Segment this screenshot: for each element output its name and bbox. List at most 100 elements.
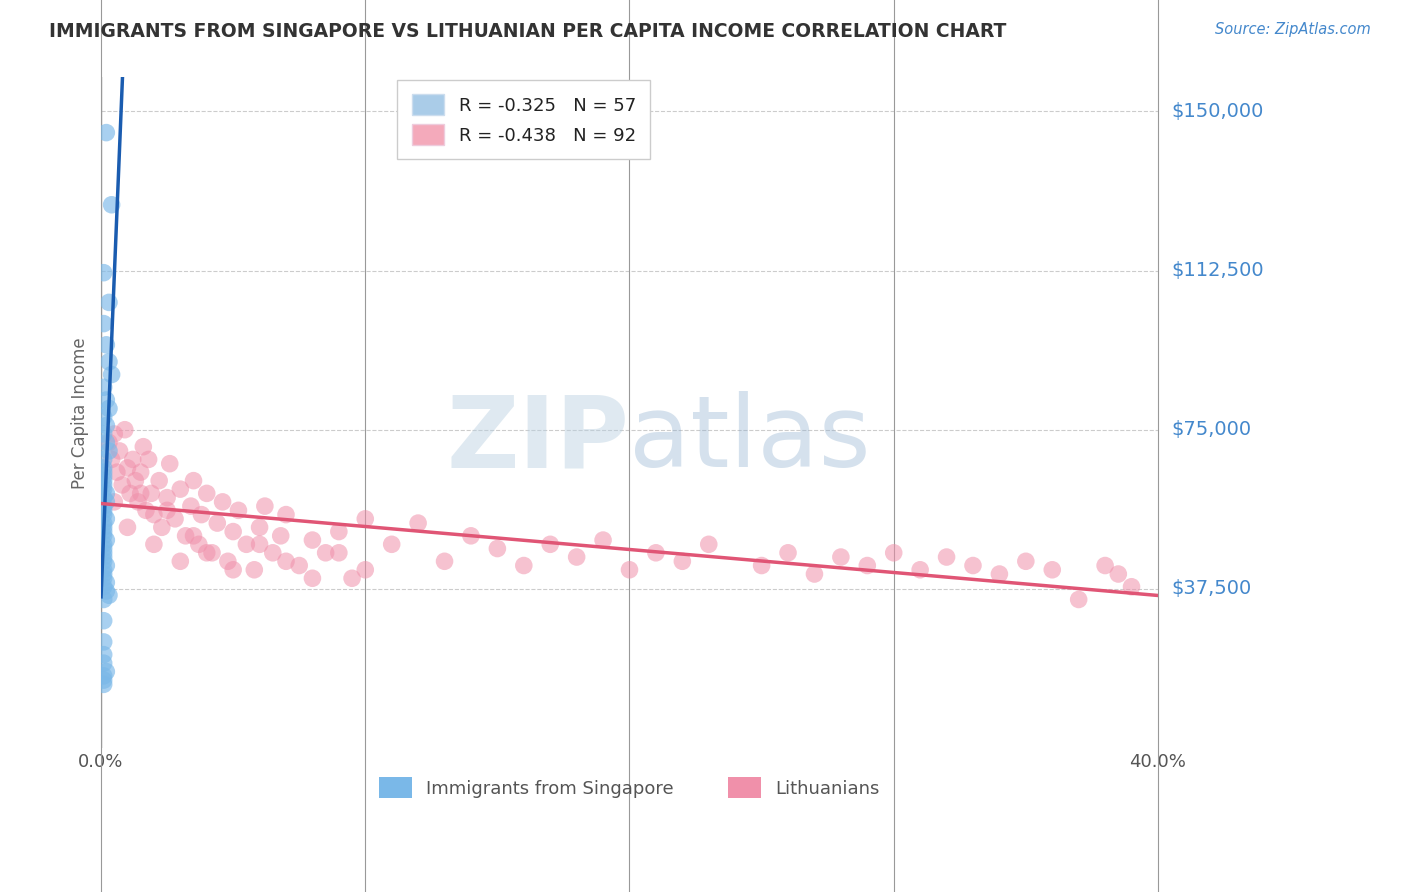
Point [697,537,720,551]
Point [135,503,157,517]
Text: $75,000: $75,000 [1171,420,1251,439]
Point [354,512,377,526]
Point [150,520,173,534]
Point [751,558,773,573]
Point [93,508,115,522]
Point [288,558,311,573]
Point [93,549,115,564]
Text: $112,500: $112,500 [1171,261,1264,280]
Legend: Immigrants from Singapore, Lithuanians: Immigrants from Singapore, Lithuanians [366,763,894,813]
Point [1094,558,1116,573]
Point [98,588,121,602]
Point [96,418,118,433]
Point [96,338,118,352]
Point [460,529,482,543]
Point [93,571,115,585]
Point [93,266,115,280]
Point [222,563,245,577]
Point [98,401,121,416]
Point [93,409,115,424]
Point [93,580,115,594]
Point [93,465,115,479]
Point [93,474,115,488]
Point [328,546,350,560]
Point [117,520,139,534]
Point [148,474,170,488]
Text: IMMIGRANTS FROM SINGAPORE VS LITHUANIAN PER CAPITA INCOME CORRELATION CHART: IMMIGRANTS FROM SINGAPORE VS LITHUANIAN … [49,22,1007,41]
Point [93,563,115,577]
Point [96,126,118,140]
Point [142,508,165,522]
Point [169,482,191,496]
Y-axis label: Per Capita Income: Per Capita Income [72,337,89,489]
Point [235,537,257,551]
Point [190,508,212,522]
Point [98,444,121,458]
Point [249,520,271,534]
Point [96,575,118,590]
Point [93,669,115,683]
Point [96,392,118,407]
Point [129,465,152,479]
Point [433,554,456,568]
Point [262,546,284,560]
Point [381,537,404,551]
Point [93,529,115,543]
Point [93,380,115,394]
Point [1107,567,1129,582]
Point [228,503,250,517]
Point [93,452,115,467]
Point [183,529,205,543]
Point [93,482,115,496]
Point [100,452,122,467]
Point [93,592,115,607]
Point [619,563,641,577]
Point [98,435,121,450]
Point [93,503,115,517]
Point [93,524,115,539]
Point [111,478,134,492]
Point [195,546,218,560]
Point [105,465,128,479]
Point [93,567,115,582]
Point [98,355,121,369]
Point [274,554,297,568]
Point [114,423,136,437]
Point [645,546,668,560]
Point [103,495,125,509]
Point [93,537,115,551]
Point [803,567,825,582]
Point [120,486,142,500]
Point [180,499,202,513]
Point [301,533,323,547]
Point [830,549,852,564]
Point [1040,563,1063,577]
Point [93,469,115,483]
Point [117,461,139,475]
Point [776,546,799,560]
Point [96,512,118,526]
Point [856,558,879,573]
Point [187,537,209,551]
Point [207,516,229,530]
Point [315,546,337,560]
Point [129,486,152,500]
Point [988,567,1011,582]
Point [138,452,160,467]
Point [174,529,197,543]
Point [538,537,561,551]
Point [513,558,536,573]
Point [592,533,614,547]
Point [93,648,115,662]
Point [156,503,179,517]
Text: atlas: atlas [630,391,872,488]
Point [565,549,588,564]
Point [93,491,115,505]
Point [340,571,363,585]
Point [163,512,186,526]
Text: $150,000: $150,000 [1171,102,1264,121]
Point [98,295,121,310]
Point [96,533,118,547]
Point [93,499,115,513]
Point [93,546,115,560]
